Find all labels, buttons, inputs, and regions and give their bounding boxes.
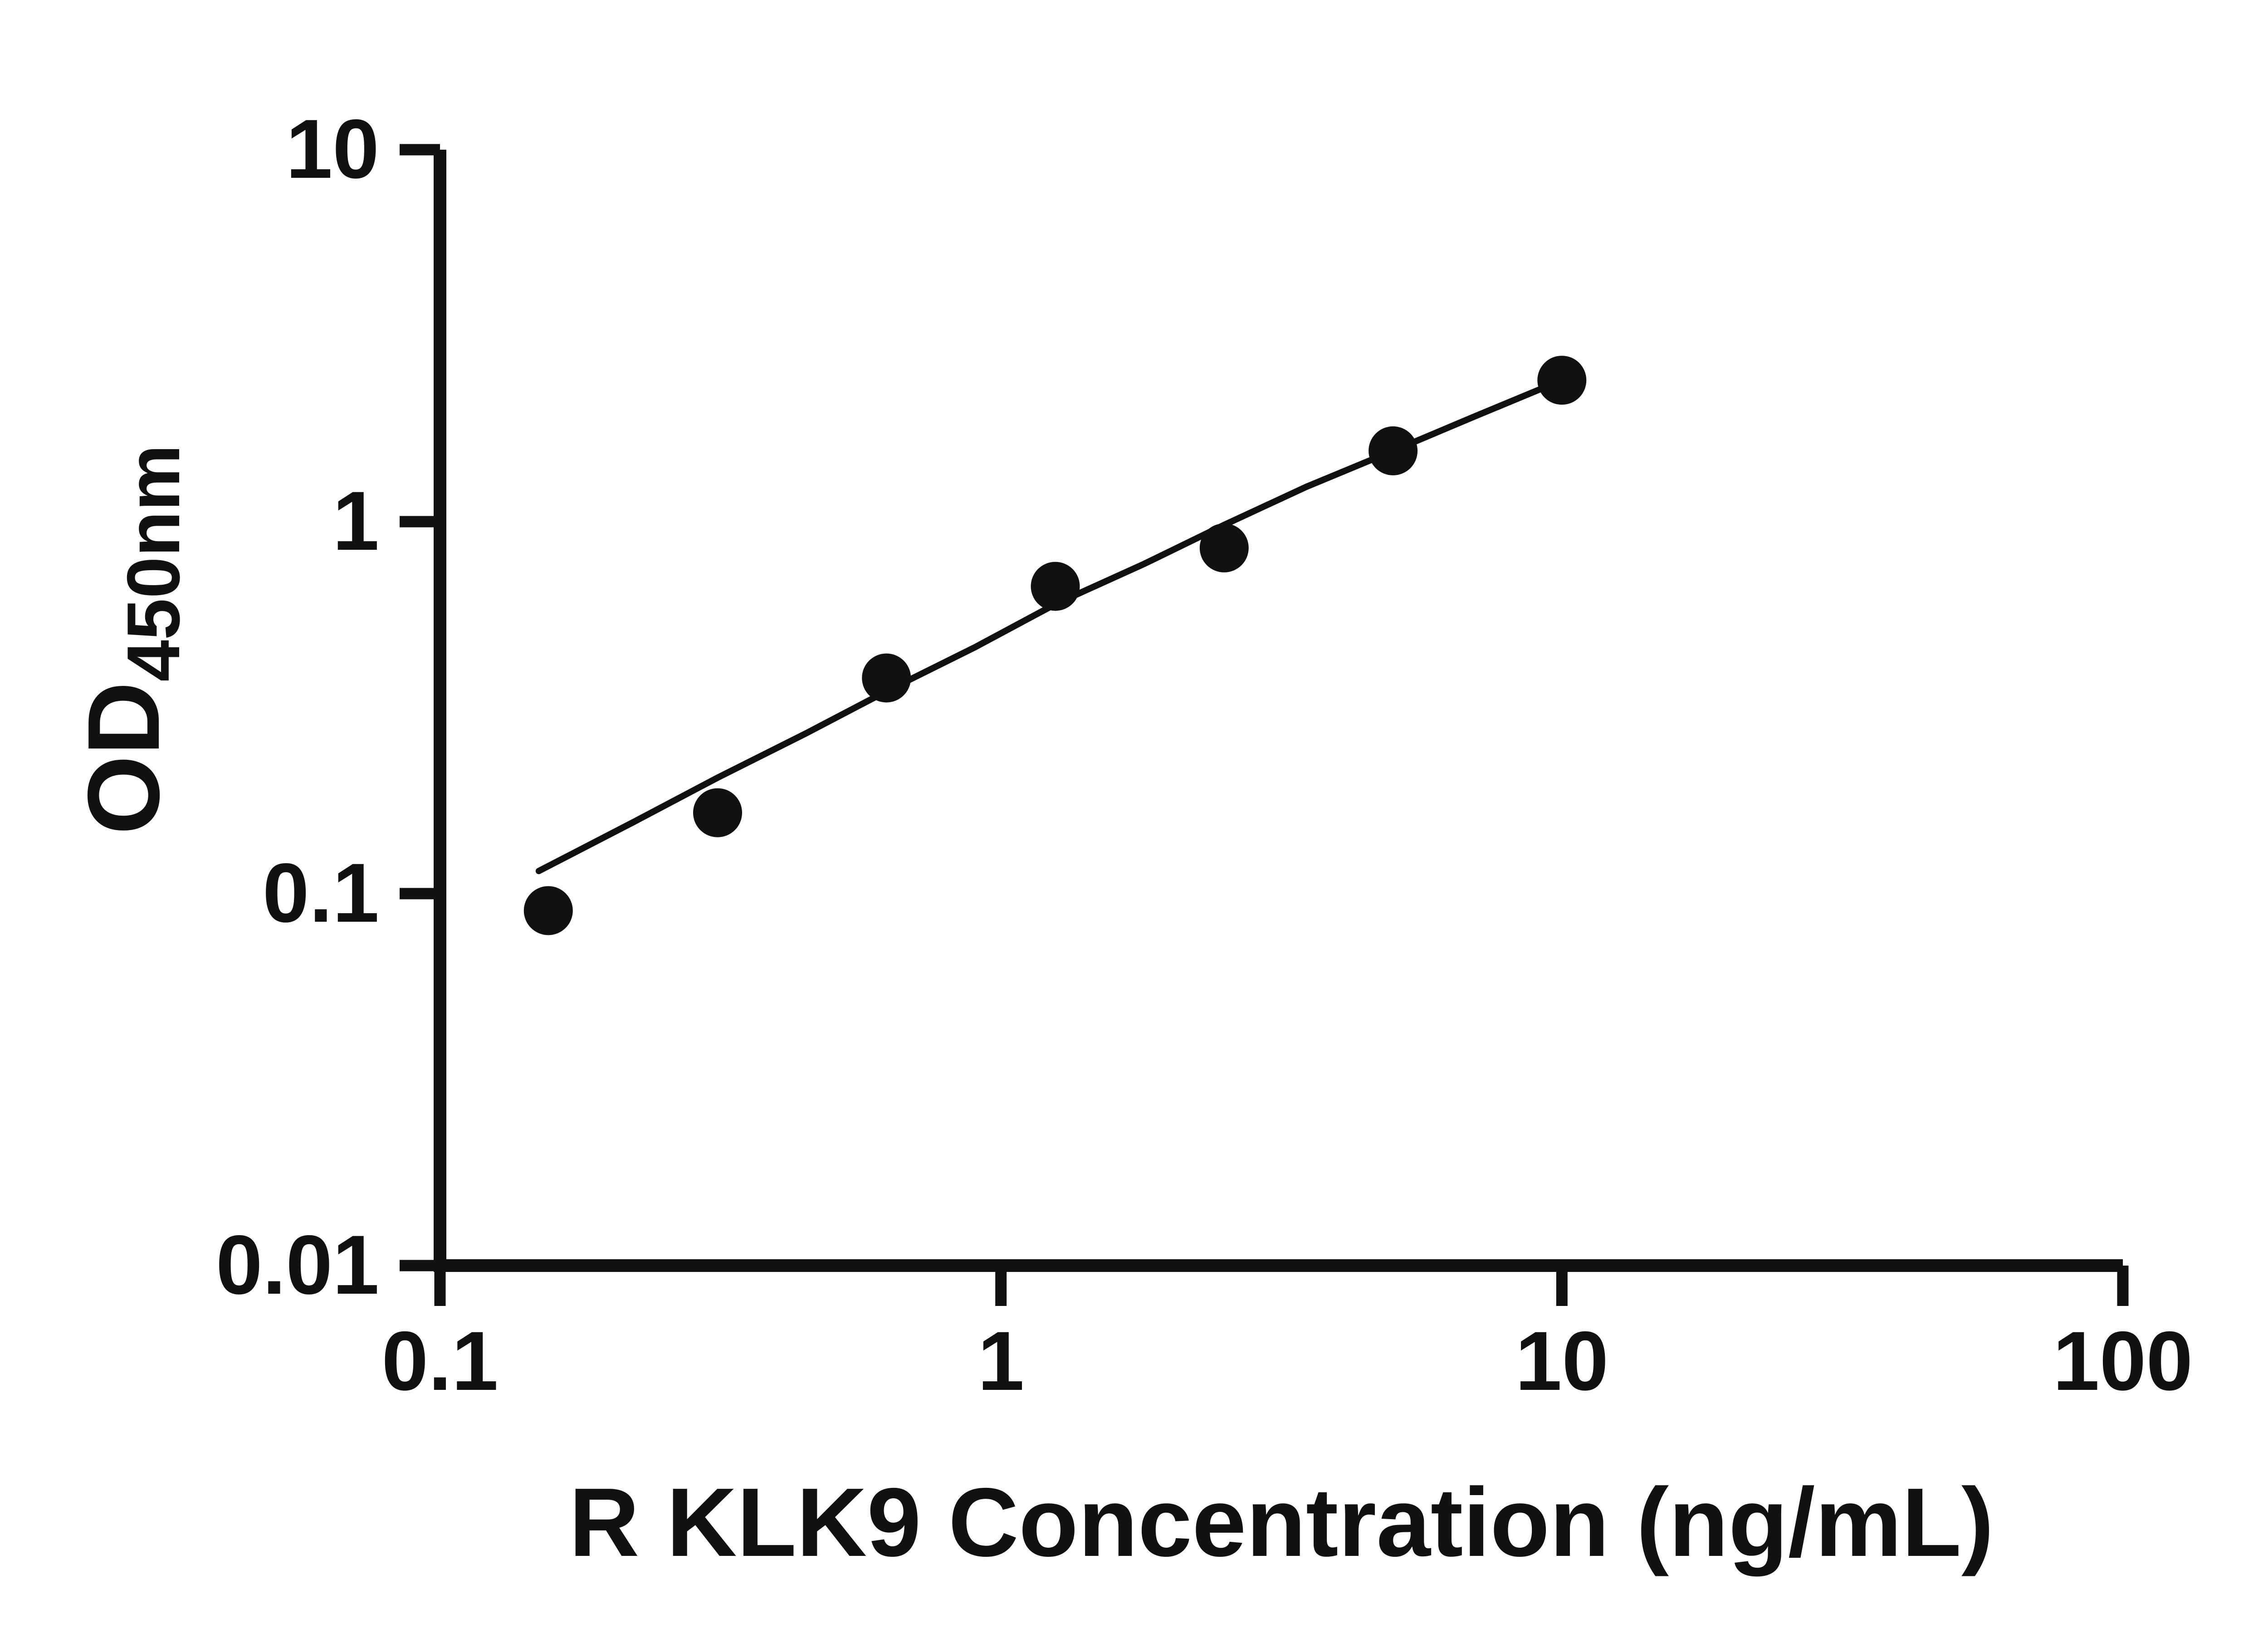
y-tick-label: 10 xyxy=(286,103,379,196)
x-tick-label: 10 xyxy=(1515,1315,1608,1408)
x-axis-title: R KLK9 Concentration (ng/mL) xyxy=(569,1467,1994,1577)
axes-lines xyxy=(434,150,2123,1272)
data-point xyxy=(693,788,742,837)
data-point xyxy=(1369,426,1418,475)
x-tick-label: 1 xyxy=(978,1315,1024,1408)
y-axis-title: OD450nm xyxy=(66,445,195,835)
y-tick-label: 0.1 xyxy=(263,846,379,940)
x-tick-label: 0.1 xyxy=(381,1315,498,1408)
y-tick-label: 1 xyxy=(332,474,379,568)
data-point xyxy=(1199,523,1249,572)
data-point xyxy=(1537,356,1587,405)
data-point xyxy=(523,886,573,935)
y-tick-label: 0.01 xyxy=(216,1218,379,1312)
data-point xyxy=(1031,562,1080,611)
data-point xyxy=(862,653,911,703)
x-tick-label: 100 xyxy=(2053,1315,2193,1408)
